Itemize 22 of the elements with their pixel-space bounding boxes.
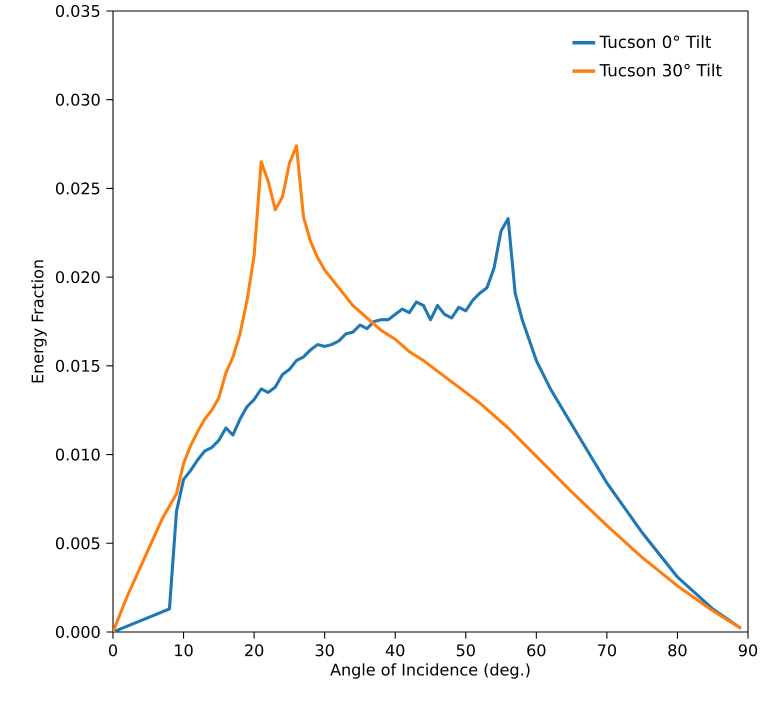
x-tick-label: 50: [456, 644, 475, 656]
x-tick-label: 80: [668, 644, 687, 656]
x-tick-label: 10: [175, 644, 193, 656]
y-tick-label: 0.025: [56, 182, 100, 194]
x-tick-label: 30: [316, 644, 334, 656]
legend-label: Tucson 0° Tilt: [600, 35, 712, 48]
y-tick-label: 0.010: [56, 448, 100, 461]
legend-label: Tucson 30° Tilt: [600, 64, 722, 77]
y-tick-label: 0.020: [56, 271, 100, 284]
y-axis-title: Energy Fraction: [31, 260, 47, 382]
y-tick-label: 0.000: [56, 626, 100, 638]
x-tick-label: 40: [386, 644, 404, 656]
y-tick-label: 0.030: [56, 94, 100, 106]
x-axis-title: Angle of Incidence (deg.): [330, 663, 530, 679]
x-tick-label: 20: [245, 644, 264, 656]
y-tick-label: 0.035: [56, 4, 100, 18]
x-tick-label: 70: [598, 644, 616, 656]
y-tick-label: 0.005: [56, 537, 100, 550]
y-tick-label: 0.015: [56, 360, 100, 372]
x-tick-label: 0: [108, 644, 118, 656]
x-tick-label: 60: [527, 644, 546, 656]
x-tick-label: 90: [738, 644, 758, 656]
